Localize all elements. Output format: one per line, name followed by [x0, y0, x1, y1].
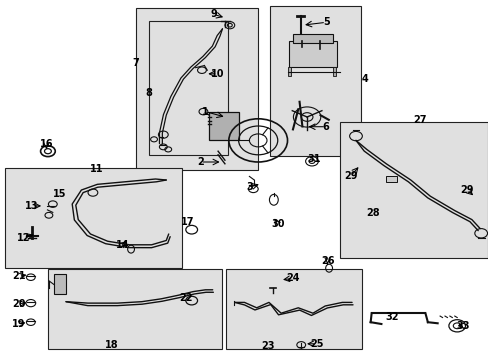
Text: 29: 29 — [460, 185, 473, 195]
Bar — [149, 21, 228, 155]
Text: 29: 29 — [344, 171, 357, 181]
Text: 7: 7 — [132, 58, 139, 68]
Text: 26: 26 — [320, 256, 334, 266]
Bar — [340, 122, 487, 258]
Text: 30: 30 — [270, 219, 284, 229]
Text: 3: 3 — [245, 182, 252, 192]
Text: 8: 8 — [145, 88, 152, 98]
Text: 14: 14 — [115, 240, 129, 250]
Bar — [287, 67, 291, 76]
Bar — [288, 41, 337, 67]
Text: 9: 9 — [210, 9, 217, 19]
Text: 17: 17 — [180, 217, 194, 227]
Text: 25: 25 — [309, 339, 323, 349]
Text: 10: 10 — [210, 69, 224, 79]
Text: 12: 12 — [17, 233, 30, 243]
Text: 27: 27 — [412, 114, 426, 125]
Text: 13: 13 — [25, 201, 39, 211]
Text: 11: 11 — [90, 164, 103, 174]
Text: 20: 20 — [12, 299, 25, 309]
Text: 23: 23 — [261, 341, 274, 351]
Text: 16: 16 — [40, 139, 53, 149]
Bar — [5, 168, 182, 268]
Text: 15: 15 — [53, 189, 66, 199]
Text: 5: 5 — [322, 17, 329, 27]
Text: 33: 33 — [456, 321, 469, 331]
Bar — [209, 112, 238, 140]
Text: 31: 31 — [306, 154, 320, 164]
Text: 24: 24 — [286, 273, 300, 283]
Text: 2: 2 — [197, 157, 203, 167]
Bar — [293, 34, 332, 43]
Bar — [225, 269, 361, 349]
Text: 18: 18 — [104, 340, 118, 350]
Bar — [48, 269, 222, 349]
Text: 6: 6 — [322, 122, 329, 132]
Bar — [386, 176, 396, 182]
Bar — [54, 274, 66, 294]
Text: 1: 1 — [202, 107, 208, 117]
Text: 19: 19 — [12, 319, 25, 329]
Bar — [136, 8, 258, 170]
Text: 21: 21 — [12, 271, 25, 282]
Text: 22: 22 — [179, 293, 193, 303]
Text: 4: 4 — [361, 74, 368, 84]
Bar — [270, 6, 360, 156]
Text: 32: 32 — [385, 312, 398, 322]
Bar — [332, 67, 336, 76]
Text: 28: 28 — [366, 208, 379, 219]
